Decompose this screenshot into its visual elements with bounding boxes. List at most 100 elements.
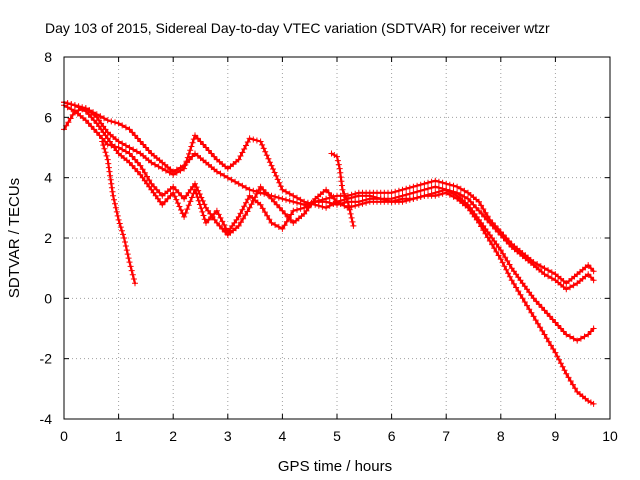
data-point-marker <box>69 111 76 118</box>
data-point-marker <box>421 180 428 187</box>
data-point-marker <box>263 189 269 196</box>
data-point-marker <box>266 159 273 166</box>
data-point-marker <box>559 363 566 370</box>
plot-frame <box>63 56 611 420</box>
data-point-marker <box>205 147 212 154</box>
data-point-marker <box>519 295 526 302</box>
series-track-3 <box>61 99 597 344</box>
data-point-marker <box>567 284 573 291</box>
data-point-marker <box>126 150 133 157</box>
data-point-marker <box>548 269 555 276</box>
data-point-marker <box>241 146 248 152</box>
y-tick-label: 2 <box>44 230 52 246</box>
data-point-marker <box>577 335 584 342</box>
data-point-marker <box>115 138 122 145</box>
data-point-marker <box>133 148 140 155</box>
data-point-marker <box>550 346 557 352</box>
data-point-marker <box>208 150 215 157</box>
data-point-marker <box>541 265 548 272</box>
data-point-marker <box>537 263 544 270</box>
data-point-marker <box>100 142 107 149</box>
data-point-marker <box>104 141 111 148</box>
data-point-marker <box>281 222 288 229</box>
data-point-marker <box>126 144 133 151</box>
data-point-marker <box>121 235 128 241</box>
data-point-marker <box>132 280 138 287</box>
x-tick-label: 9 <box>552 428 560 444</box>
data-point-marker <box>91 126 97 133</box>
data-point-marker <box>239 206 246 213</box>
data-point-marker <box>567 378 574 384</box>
data-point-marker <box>105 164 112 171</box>
data-point-marker <box>115 216 122 223</box>
data-point-marker <box>334 198 340 205</box>
data-point-marker <box>541 271 548 278</box>
data-point-marker <box>182 161 189 168</box>
data-point-marker <box>137 162 144 169</box>
data-point-marker <box>569 381 576 388</box>
data-point-marker <box>246 204 253 211</box>
data-point-marker <box>107 176 114 183</box>
data-point-marker <box>200 141 207 148</box>
data-point-marker <box>114 212 121 219</box>
y-tick-label: 6 <box>44 109 52 125</box>
data-point-marker <box>201 216 208 223</box>
data-point-marker <box>530 313 537 320</box>
data-point-marker <box>262 148 269 155</box>
data-point-marker <box>482 230 489 237</box>
data-point-marker <box>182 210 189 216</box>
data-point-marker <box>106 168 113 175</box>
data-point-marker <box>185 202 192 209</box>
series-track-5 <box>99 138 138 287</box>
data-point-marker <box>290 198 297 205</box>
data-point-marker <box>246 186 253 193</box>
data-point-marker <box>554 353 561 360</box>
data-point-marker <box>288 211 295 218</box>
data-point-marker <box>203 219 209 226</box>
data-point-marker <box>75 104 82 111</box>
data-point-marker <box>272 193 279 200</box>
data-point-marker <box>491 245 498 252</box>
data-point-marker <box>134 135 141 142</box>
data-point-marker <box>439 190 446 197</box>
data-point-marker <box>241 203 248 210</box>
data-point-marker <box>565 374 572 381</box>
data-point-marker <box>561 367 568 374</box>
data-point-marker <box>399 186 406 193</box>
data-point-marker <box>503 238 510 244</box>
data-point-marker <box>132 165 138 172</box>
data-point-marker <box>183 158 190 165</box>
data-point-marker <box>348 214 355 221</box>
data-point-marker <box>151 183 158 190</box>
data-point-marker <box>403 197 410 204</box>
data-point-marker <box>517 291 524 298</box>
data-point-marker <box>275 194 282 201</box>
data-point-marker <box>271 169 278 176</box>
data-point-marker <box>192 180 198 187</box>
data-point-marker <box>392 188 399 195</box>
data-point-marker <box>244 139 251 145</box>
data-point-marker <box>166 169 173 176</box>
x-tick-label: 4 <box>279 428 287 444</box>
data-point-marker <box>336 165 343 172</box>
data-point-marker <box>493 241 500 247</box>
data-point-marker <box>497 232 504 238</box>
data-point-marker <box>528 309 535 316</box>
data-point-marker <box>64 104 71 111</box>
data-point-marker <box>443 180 450 187</box>
data-point-marker <box>410 195 417 202</box>
data-point-marker <box>252 194 259 201</box>
data-point-marker <box>108 118 115 125</box>
data-point-marker <box>184 154 191 161</box>
data-point-marker <box>248 201 255 208</box>
data-point-marker <box>478 210 485 217</box>
data-point-marker <box>189 139 196 146</box>
data-point-marker <box>189 153 196 160</box>
data-point-marker <box>221 172 228 179</box>
data-point-marker <box>112 119 118 126</box>
data-point-marker <box>122 142 129 149</box>
data-point-marker <box>215 211 222 218</box>
data-point-marker <box>130 146 137 153</box>
data-point-marker <box>587 274 594 281</box>
data-point-marker <box>552 319 559 326</box>
